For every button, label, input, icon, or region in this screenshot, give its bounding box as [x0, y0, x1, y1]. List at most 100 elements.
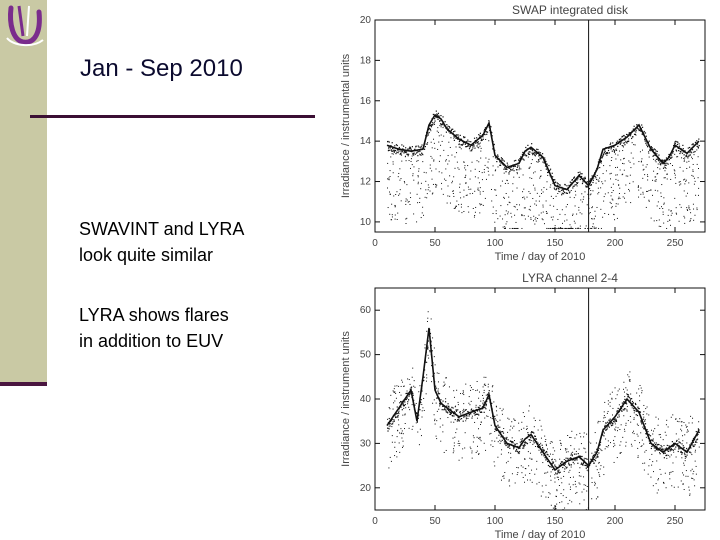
scatter-point — [464, 176, 466, 178]
scatter-point — [504, 226, 506, 228]
scatter-point — [489, 433, 491, 435]
scatter-point — [543, 223, 545, 225]
data-point — [629, 132, 631, 134]
data-point — [610, 147, 613, 149]
data-point — [652, 155, 654, 157]
data-point — [590, 458, 592, 460]
scatter-point — [609, 165, 611, 167]
scatter-point — [430, 155, 432, 157]
data-point — [620, 406, 622, 408]
scatter-point — [536, 161, 538, 163]
scatter-point — [633, 144, 635, 146]
scatter-point — [571, 501, 573, 503]
data-point — [466, 145, 468, 147]
scatter-point — [465, 183, 467, 185]
data-point — [551, 463, 553, 465]
scatter-point — [569, 436, 571, 438]
data-point — [586, 186, 588, 188]
data-point — [698, 431, 700, 434]
data-point — [581, 175, 583, 178]
data-point — [395, 413, 398, 415]
scatter-point — [574, 483, 576, 485]
data-point — [536, 445, 539, 448]
scatter-point — [662, 481, 664, 483]
scatter-point — [469, 150, 471, 152]
data-point — [676, 141, 678, 143]
data-point — [598, 452, 600, 454]
scatter-point — [427, 184, 429, 186]
data-point — [571, 454, 573, 456]
scatter-point — [448, 405, 450, 407]
x-tick-label: 50 — [429, 238, 441, 249]
scatter-point — [607, 440, 609, 442]
x-axis-label: Time / day of 2010 — [495, 529, 586, 540]
scatter-point — [533, 215, 535, 217]
scatter-point — [572, 484, 574, 486]
scatter-point — [400, 394, 402, 396]
scatter-point — [664, 431, 666, 433]
scatter-point — [508, 196, 510, 198]
scatter-point — [416, 420, 418, 422]
scatter-point — [520, 438, 522, 440]
scatter-point — [555, 508, 557, 510]
scatter-point — [586, 486, 588, 488]
scatter-point — [648, 200, 650, 202]
scatter-point — [539, 176, 541, 178]
data-point — [600, 160, 602, 163]
scatter-point — [494, 465, 496, 467]
scatter-point — [579, 503, 581, 505]
data-point — [654, 443, 657, 446]
scatter-point — [543, 187, 545, 189]
scatter-point — [534, 203, 536, 205]
data-point — [481, 138, 483, 141]
data-point — [659, 161, 661, 163]
scatter-point — [609, 201, 611, 203]
data-point — [408, 395, 410, 397]
scatter-point — [694, 460, 696, 462]
scatter-point — [610, 202, 612, 204]
scatter-point — [412, 367, 414, 369]
data-point — [660, 444, 662, 447]
scatter-point — [403, 407, 405, 409]
scatter-point — [670, 416, 672, 418]
scatter-point — [600, 227, 602, 229]
scatter-point — [500, 441, 502, 443]
scatter-point — [579, 212, 581, 214]
scatter-point — [588, 227, 590, 229]
scatter-point — [574, 181, 576, 183]
scatter-point — [511, 473, 513, 475]
scatter-point — [600, 162, 602, 164]
data-point — [604, 153, 607, 155]
data-point — [624, 136, 626, 138]
data-point — [631, 137, 633, 140]
scatter-point — [569, 477, 571, 479]
scatter-point — [423, 397, 425, 399]
data-point — [633, 125, 635, 127]
data-point — [387, 430, 389, 432]
scatter-point — [663, 166, 665, 168]
scatter-point — [560, 442, 562, 444]
scatter-point — [540, 442, 542, 444]
scatter-point — [439, 155, 441, 157]
data-point — [644, 423, 647, 425]
scatter-point — [640, 160, 642, 162]
scatter-point — [538, 160, 540, 162]
scatter-point — [557, 193, 559, 195]
data-point — [630, 398, 632, 400]
scatter-point — [396, 191, 398, 193]
scatter-point — [415, 402, 417, 404]
scatter-point — [397, 430, 399, 432]
scatter-point — [637, 447, 639, 449]
scatter-point — [597, 193, 599, 195]
data-point — [583, 459, 585, 461]
scatter-point — [442, 424, 444, 426]
data-point — [417, 417, 419, 419]
data-point — [564, 184, 566, 186]
scatter-point — [689, 209, 691, 211]
scatter-point — [522, 466, 524, 468]
data-point — [636, 414, 639, 417]
data-point — [421, 152, 423, 154]
data-point — [656, 150, 658, 153]
data-point — [671, 156, 673, 158]
data-point — [665, 157, 668, 159]
